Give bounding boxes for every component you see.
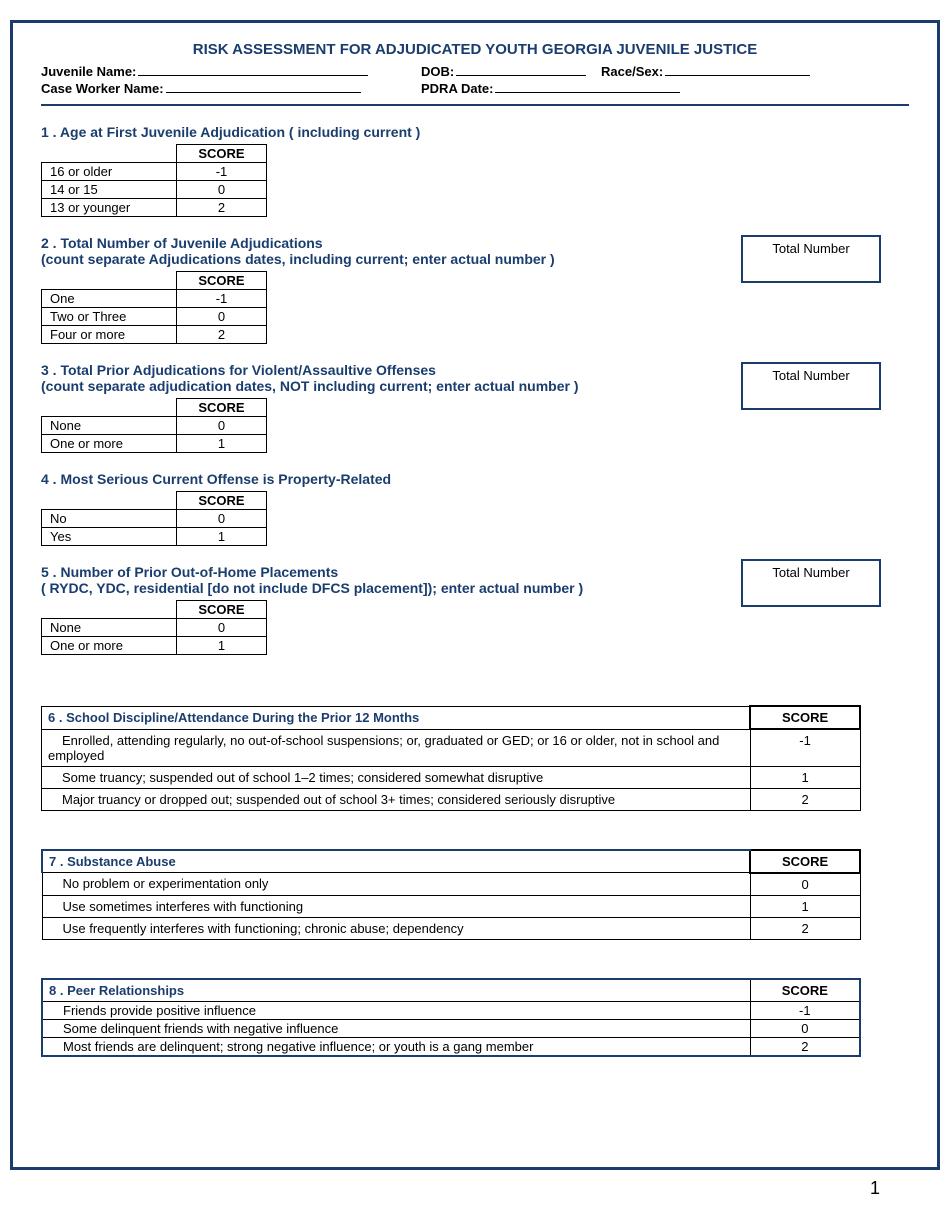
table-row: 16 or older-1 <box>42 163 267 181</box>
page-number: 1 <box>10 1170 940 1199</box>
section-2-table: SCORE One-1 Two or Three0 Four or more2 <box>41 271 267 344</box>
section-4-table: SCORE No0 Yes1 <box>41 491 267 546</box>
table-row: None0 <box>42 417 267 435</box>
header-row-1: Juvenile Name: DOB: Race/Sex: <box>41 64 909 79</box>
field-race-sex: Race/Sex: <box>601 64 810 79</box>
total-number-box-2[interactable]: Total Number <box>741 235 881 283</box>
section-5: 5 . Number of Prior Out-of-Home Placemen… <box>41 564 909 655</box>
total-number-box-5[interactable]: Total Number <box>741 559 881 607</box>
section-3: 3 . Total Prior Adjudications for Violen… <box>41 362 909 453</box>
table-row: Enrolled, attending regularly, no out-of… <box>42 729 861 766</box>
section-1-heading: 1 . Age at First Juvenile Adjudication (… <box>41 124 909 140</box>
field-juvenile-name: Juvenile Name: <box>41 64 421 79</box>
section-8-table: 8 . Peer Relationships SCORE Friends pro… <box>41 978 861 1057</box>
table-row: One or more1 <box>42 637 267 655</box>
score-header: SCORE <box>177 272 267 290</box>
input-dob[interactable] <box>456 75 586 76</box>
table-row: 13 or younger2 <box>42 199 267 217</box>
input-race-sex[interactable] <box>665 75 810 76</box>
table-row: One or more1 <box>42 435 267 453</box>
table-row: Some truancy; suspended out of school 1–… <box>42 766 861 788</box>
header-row-2: Case Worker Name: PDRA Date: <box>41 81 909 96</box>
table-row: Use sometimes interferes with functionin… <box>42 895 860 917</box>
form-title: RISK ASSESSMENT FOR ADJUDICATED YOUTH GE… <box>41 41 909 58</box>
table-row: Some delinquent friends with negative in… <box>42 1019 860 1037</box>
section-6-table: 6 . School Discipline/Attendance During … <box>41 705 861 811</box>
input-juvenile-name[interactable] <box>138 75 368 76</box>
section-8-heading: 8 . Peer Relationships <box>42 979 750 1002</box>
table-row: Yes1 <box>42 528 267 546</box>
score-header: SCORE <box>177 145 267 163</box>
section-7-heading: 7 . Substance Abuse <box>42 850 750 873</box>
total-number-box-3[interactable]: Total Number <box>741 362 881 410</box>
field-case-worker: Case Worker Name: <box>41 81 421 96</box>
section-1-table: SCORE 16 or older-1 14 or 150 13 or youn… <box>41 144 267 217</box>
label-case-worker: Case Worker Name: <box>41 81 164 96</box>
field-pdra-date: PDRA Date: <box>421 81 680 96</box>
section-3-table: SCORE None0 One or more1 <box>41 398 267 453</box>
section-6: 6 . School Discipline/Attendance During … <box>41 705 909 811</box>
header-divider <box>41 104 909 106</box>
table-row: Two or Three0 <box>42 308 267 326</box>
section-8: 8 . Peer Relationships SCORE Friends pro… <box>41 978 909 1057</box>
field-dob: DOB: <box>421 64 601 79</box>
table-row: Most friends are delinquent; strong nega… <box>42 1037 860 1056</box>
table-row: 14 or 150 <box>42 181 267 199</box>
input-pdra-date[interactable] <box>495 92 680 93</box>
table-row: Use frequently interferes with functioni… <box>42 917 860 939</box>
label-juvenile-name: Juvenile Name: <box>41 64 136 79</box>
section-7: 7 . Substance Abuse SCORE No problem or … <box>41 849 909 940</box>
score-header: SCORE <box>177 601 267 619</box>
label-race-sex: Race/Sex: <box>601 64 663 79</box>
table-row: Major truancy or dropped out; suspended … <box>42 788 861 810</box>
score-header: SCORE <box>177 492 267 510</box>
section-2: 2 . Total Number of Juvenile Adjudicatio… <box>41 235 909 344</box>
label-dob: DOB: <box>421 64 454 79</box>
table-row: Friends provide positive influence-1 <box>42 1001 860 1019</box>
section-4-heading: 4 . Most Serious Current Offense is Prop… <box>41 471 909 487</box>
score-header: SCORE <box>177 399 267 417</box>
section-7-table: 7 . Substance Abuse SCORE No problem or … <box>41 849 861 940</box>
score-header: SCORE <box>750 850 860 873</box>
section-4: 4 . Most Serious Current Offense is Prop… <box>41 471 909 546</box>
score-header: SCORE <box>750 706 860 729</box>
table-row: One-1 <box>42 290 267 308</box>
table-row: Four or more2 <box>42 326 267 344</box>
input-case-worker[interactable] <box>166 92 361 93</box>
table-row: No0 <box>42 510 267 528</box>
section-6-heading: 6 . School Discipline/Attendance During … <box>42 706 751 729</box>
form-page: RISK ASSESSMENT FOR ADJUDICATED YOUTH GE… <box>10 20 940 1170</box>
table-row: None0 <box>42 619 267 637</box>
table-row: No problem or experimentation only0 <box>42 873 860 896</box>
section-5-table: SCORE None0 One or more1 <box>41 600 267 655</box>
score-header: SCORE <box>750 979 860 1002</box>
label-pdra-date: PDRA Date: <box>421 81 493 96</box>
section-1: 1 . Age at First Juvenile Adjudication (… <box>41 124 909 217</box>
